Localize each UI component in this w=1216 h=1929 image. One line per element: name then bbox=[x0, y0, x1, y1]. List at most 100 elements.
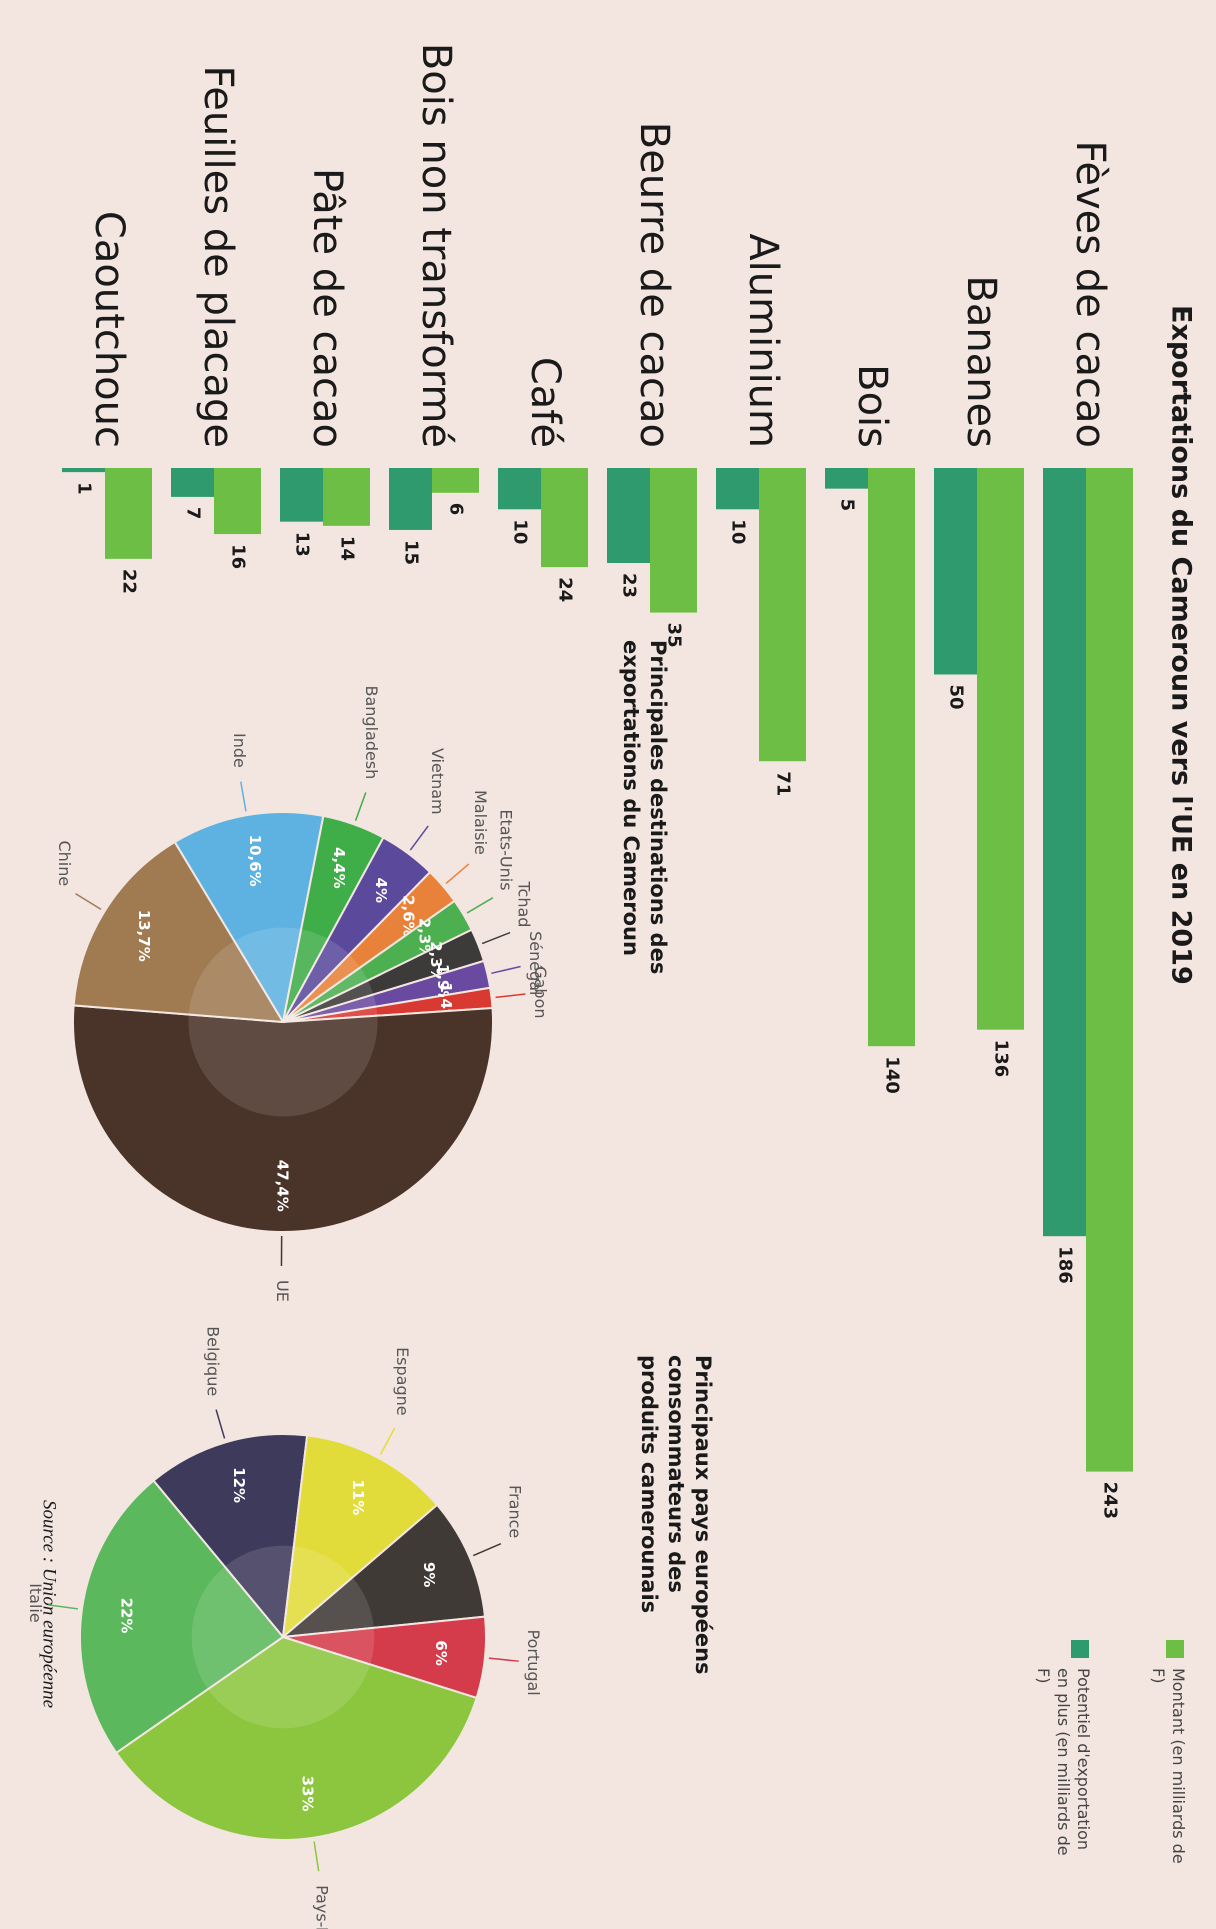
bar bbox=[498, 468, 541, 510]
leader-line bbox=[313, 1841, 320, 1872]
value-label: 71 bbox=[773, 771, 794, 796]
category-label: Bois bbox=[849, 364, 895, 448]
bar bbox=[105, 468, 152, 559]
value-label: 10 bbox=[728, 519, 749, 544]
value-label: 136 bbox=[991, 1040, 1012, 1078]
bar bbox=[432, 468, 479, 493]
category-label: Beurre de cacao bbox=[631, 122, 677, 448]
pie-title: Principales destinations des exportation… bbox=[619, 640, 670, 975]
slice-name: France bbox=[505, 1485, 524, 1538]
leader-line bbox=[445, 863, 470, 884]
category-label: Pâte de cacao bbox=[304, 168, 350, 448]
value-label: 50 bbox=[946, 685, 967, 710]
leader-line bbox=[240, 781, 247, 812]
pie-slice bbox=[72, 840, 285, 1024]
value-label: 16 bbox=[228, 544, 249, 569]
pie-slice bbox=[79, 1479, 285, 1755]
slice-name: Inde bbox=[230, 733, 249, 768]
slice-percent: 9% bbox=[420, 1562, 438, 1587]
slice-percent: 4,4% bbox=[330, 847, 348, 889]
slice-percent: 13,7% bbox=[135, 910, 153, 962]
leader-line bbox=[495, 993, 526, 999]
bar bbox=[868, 468, 915, 1047]
leader-line bbox=[488, 1657, 519, 1662]
bar bbox=[323, 468, 370, 526]
category-label: Café bbox=[522, 357, 568, 448]
bar bbox=[650, 468, 697, 613]
legend-label-text: Potentiel d'exportation en plus (en mill… bbox=[1034, 1668, 1093, 1856]
bar bbox=[934, 468, 977, 675]
slice-name: Belgique bbox=[204, 1326, 223, 1396]
slice-percent: 2,6% bbox=[399, 895, 417, 937]
slice-name: Sénégal bbox=[526, 931, 545, 995]
pie-slice bbox=[114, 1635, 478, 1841]
leader-line bbox=[481, 931, 511, 945]
pie-title: Principaux pays européens consommateurs … bbox=[637, 1355, 715, 1675]
slice-percent: 6% bbox=[432, 1640, 450, 1665]
category-label: Bananes bbox=[958, 275, 1004, 448]
value-label: 5 bbox=[837, 499, 858, 512]
leader-line bbox=[379, 1427, 396, 1455]
pie-title-text: Principales destinations des exportation… bbox=[619, 640, 670, 975]
slice-percent: 2,3% bbox=[415, 918, 433, 960]
pie-slice bbox=[72, 1004, 494, 1234]
pie-slice bbox=[173, 811, 325, 1025]
bar bbox=[1043, 468, 1086, 1237]
slice-name: Chine bbox=[55, 840, 74, 886]
slice-name: Bangladesh bbox=[362, 685, 381, 779]
value-label: 23 bbox=[619, 573, 640, 598]
slice-name: Italie bbox=[26, 1583, 45, 1623]
leader-line bbox=[75, 892, 102, 911]
pie-slice bbox=[279, 1503, 487, 1639]
bar bbox=[759, 468, 806, 762]
value-label: 13 bbox=[292, 532, 313, 557]
legend-label: Montant (en milliards de F) bbox=[1149, 1668, 1188, 1864]
slice-name: Malaisie bbox=[471, 790, 490, 855]
leader-line bbox=[491, 965, 521, 975]
slice-name: Gabon bbox=[531, 966, 550, 1018]
category-label: Aluminium bbox=[740, 233, 786, 448]
bar bbox=[541, 468, 588, 568]
slice-percent: 47,4% bbox=[273, 1160, 291, 1212]
value-label: 140 bbox=[882, 1056, 903, 1094]
slice-name: Vietnam bbox=[428, 748, 447, 815]
slice-name: Tchad bbox=[515, 881, 534, 928]
rotated-page: Exportations du Cameroun vers l'UE en 20… bbox=[26, 43, 1197, 1929]
value-label: 15 bbox=[401, 540, 422, 565]
bar bbox=[280, 468, 323, 522]
legend-label: Potentiel d'exportation en plus (en mill… bbox=[1034, 1668, 1093, 1856]
slice-name: Espagne bbox=[393, 1347, 412, 1416]
leader-line bbox=[215, 1409, 226, 1439]
bar bbox=[825, 468, 868, 489]
category-label: Feuilles de placage bbox=[195, 65, 241, 448]
value-label: 6 bbox=[446, 503, 467, 516]
slice-percent: 11% bbox=[349, 1479, 367, 1515]
value-label: 10 bbox=[510, 519, 531, 544]
leader-line bbox=[466, 897, 494, 914]
leader-line bbox=[354, 792, 367, 821]
bar bbox=[607, 468, 650, 563]
slice-name: Pays-Bas bbox=[312, 1885, 331, 1929]
pie-slice bbox=[152, 1433, 309, 1640]
leader-line bbox=[409, 825, 429, 851]
slice-name: Portugal bbox=[524, 1629, 543, 1695]
source: Source : Union européenne bbox=[39, 1500, 60, 1708]
title: Exportations du Cameroun vers l'UE en 20… bbox=[1166, 305, 1197, 985]
value-label: 24 bbox=[555, 577, 576, 602]
slice-percent: 22% bbox=[118, 1598, 136, 1634]
bar bbox=[389, 468, 432, 530]
bar bbox=[977, 468, 1024, 1030]
value-label: 14 bbox=[337, 536, 358, 561]
legend-label-text: Montant (en milliards de F) bbox=[1149, 1668, 1188, 1864]
slice-percent: 10,6% bbox=[246, 835, 264, 887]
category-label: Bois non transformé bbox=[413, 43, 459, 448]
slice-percent: 12% bbox=[230, 1467, 248, 1503]
leader-line bbox=[48, 1604, 79, 1610]
value-label: 186 bbox=[1055, 1246, 1076, 1284]
bar bbox=[171, 468, 214, 497]
bar bbox=[214, 468, 261, 535]
value-label: 7 bbox=[183, 507, 204, 520]
category-label: Fèves de cacao bbox=[1067, 141, 1113, 448]
slice-name: UE bbox=[273, 1280, 292, 1302]
value-label: 1 bbox=[74, 482, 95, 495]
